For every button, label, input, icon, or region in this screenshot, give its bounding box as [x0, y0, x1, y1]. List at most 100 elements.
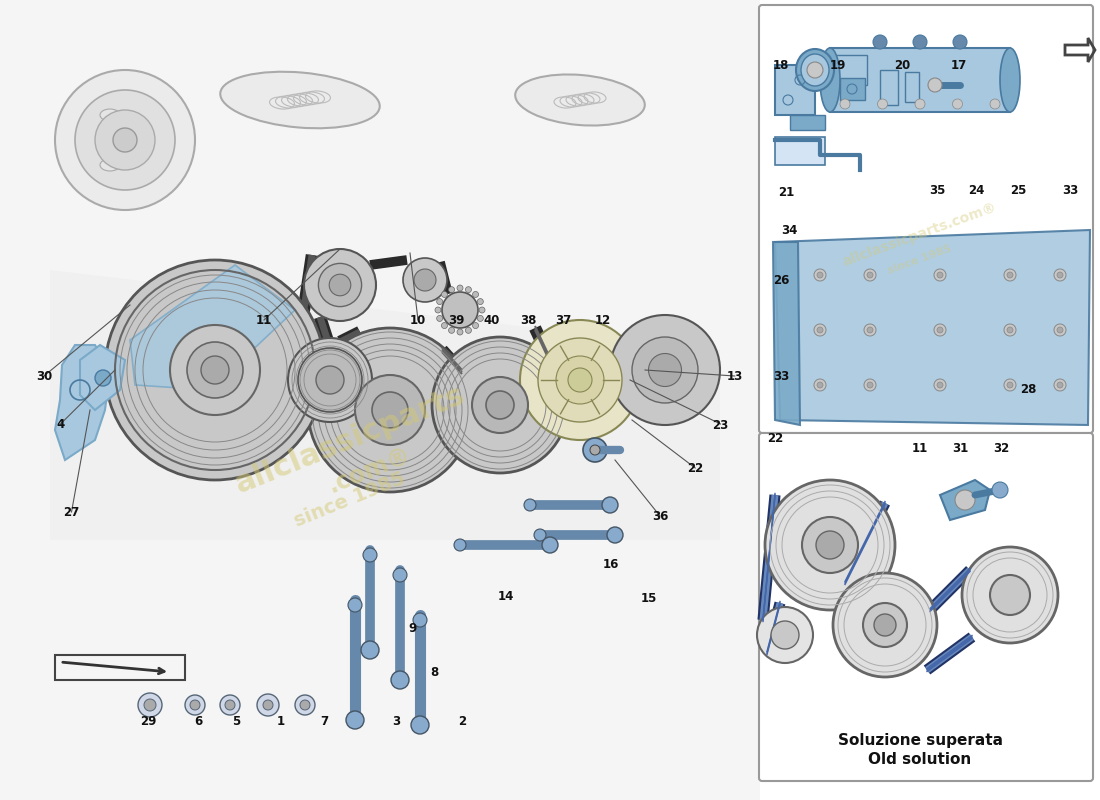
Text: 23: 23: [713, 419, 728, 432]
Circle shape: [465, 286, 472, 293]
Ellipse shape: [796, 49, 834, 91]
Circle shape: [757, 607, 813, 663]
Circle shape: [104, 260, 324, 480]
Circle shape: [138, 693, 162, 717]
Circle shape: [346, 711, 364, 729]
Circle shape: [434, 307, 441, 313]
Circle shape: [414, 269, 436, 291]
Circle shape: [454, 539, 466, 551]
Circle shape: [1054, 379, 1066, 391]
Text: 13: 13: [727, 370, 742, 382]
Text: 17: 17: [952, 59, 967, 72]
Text: 25: 25: [1011, 184, 1026, 197]
Polygon shape: [940, 480, 990, 520]
Circle shape: [372, 392, 408, 428]
Circle shape: [263, 700, 273, 710]
Circle shape: [590, 445, 600, 455]
Circle shape: [833, 573, 937, 677]
Text: 8: 8: [430, 666, 439, 678]
Circle shape: [840, 99, 850, 109]
Text: 26: 26: [773, 274, 789, 286]
Circle shape: [934, 379, 946, 391]
Text: 22: 22: [768, 432, 783, 445]
Circle shape: [456, 285, 463, 291]
Circle shape: [363, 548, 377, 562]
Circle shape: [187, 342, 243, 398]
Text: 40: 40: [484, 314, 499, 326]
Circle shape: [1057, 382, 1063, 388]
Circle shape: [477, 315, 483, 322]
Circle shape: [390, 671, 409, 689]
Circle shape: [1057, 272, 1063, 278]
Circle shape: [257, 694, 279, 716]
Text: 36: 36: [652, 510, 668, 522]
Circle shape: [520, 320, 640, 440]
Circle shape: [288, 338, 372, 422]
Text: 4: 4: [56, 418, 65, 430]
Circle shape: [456, 329, 463, 335]
Text: 10: 10: [410, 314, 426, 326]
Circle shape: [556, 356, 604, 404]
Circle shape: [610, 315, 720, 425]
Circle shape: [226, 700, 235, 710]
Circle shape: [817, 272, 823, 278]
Text: 12: 12: [595, 314, 610, 326]
Circle shape: [437, 315, 442, 322]
Circle shape: [190, 700, 200, 710]
Text: 30: 30: [36, 370, 52, 382]
Circle shape: [583, 438, 607, 462]
Text: 11: 11: [912, 442, 927, 454]
Text: 38: 38: [520, 314, 536, 326]
Circle shape: [867, 272, 873, 278]
Circle shape: [955, 490, 975, 510]
Circle shape: [473, 322, 478, 329]
Circle shape: [300, 700, 310, 710]
Circle shape: [55, 70, 195, 210]
Circle shape: [937, 272, 943, 278]
Text: 22: 22: [688, 462, 703, 474]
Circle shape: [962, 547, 1058, 643]
Bar: [880, 70, 898, 105]
Text: 34: 34: [782, 224, 797, 237]
Circle shape: [817, 327, 823, 333]
Polygon shape: [776, 65, 830, 115]
Circle shape: [1004, 324, 1016, 336]
Circle shape: [477, 298, 483, 305]
Circle shape: [1006, 382, 1013, 388]
Ellipse shape: [515, 74, 645, 126]
Text: 14: 14: [498, 590, 514, 602]
Text: since 1985: since 1985: [292, 469, 408, 531]
Ellipse shape: [100, 109, 120, 121]
Ellipse shape: [801, 54, 829, 86]
Circle shape: [814, 269, 826, 281]
Circle shape: [602, 497, 618, 513]
Circle shape: [992, 482, 1008, 498]
Circle shape: [1004, 379, 1016, 391]
Text: 32: 32: [993, 442, 1009, 454]
Circle shape: [990, 575, 1030, 615]
Text: 39: 39: [449, 314, 464, 326]
Circle shape: [473, 291, 478, 298]
Circle shape: [304, 249, 376, 321]
Bar: [830, 48, 1010, 112]
Circle shape: [649, 354, 682, 386]
Ellipse shape: [820, 48, 840, 112]
Circle shape: [393, 568, 407, 582]
Circle shape: [864, 269, 876, 281]
Circle shape: [934, 324, 946, 336]
Circle shape: [817, 382, 823, 388]
Circle shape: [534, 529, 546, 541]
Circle shape: [441, 291, 448, 298]
Polygon shape: [50, 270, 720, 540]
Circle shape: [295, 695, 315, 715]
Circle shape: [1006, 272, 1013, 278]
Text: 24: 24: [969, 184, 984, 197]
Circle shape: [449, 327, 454, 334]
Circle shape: [201, 356, 229, 384]
Circle shape: [874, 614, 896, 636]
Text: 33: 33: [773, 370, 789, 382]
Circle shape: [486, 391, 514, 419]
Circle shape: [807, 62, 823, 78]
Bar: [0, 0, 760, 800]
Ellipse shape: [100, 134, 120, 146]
